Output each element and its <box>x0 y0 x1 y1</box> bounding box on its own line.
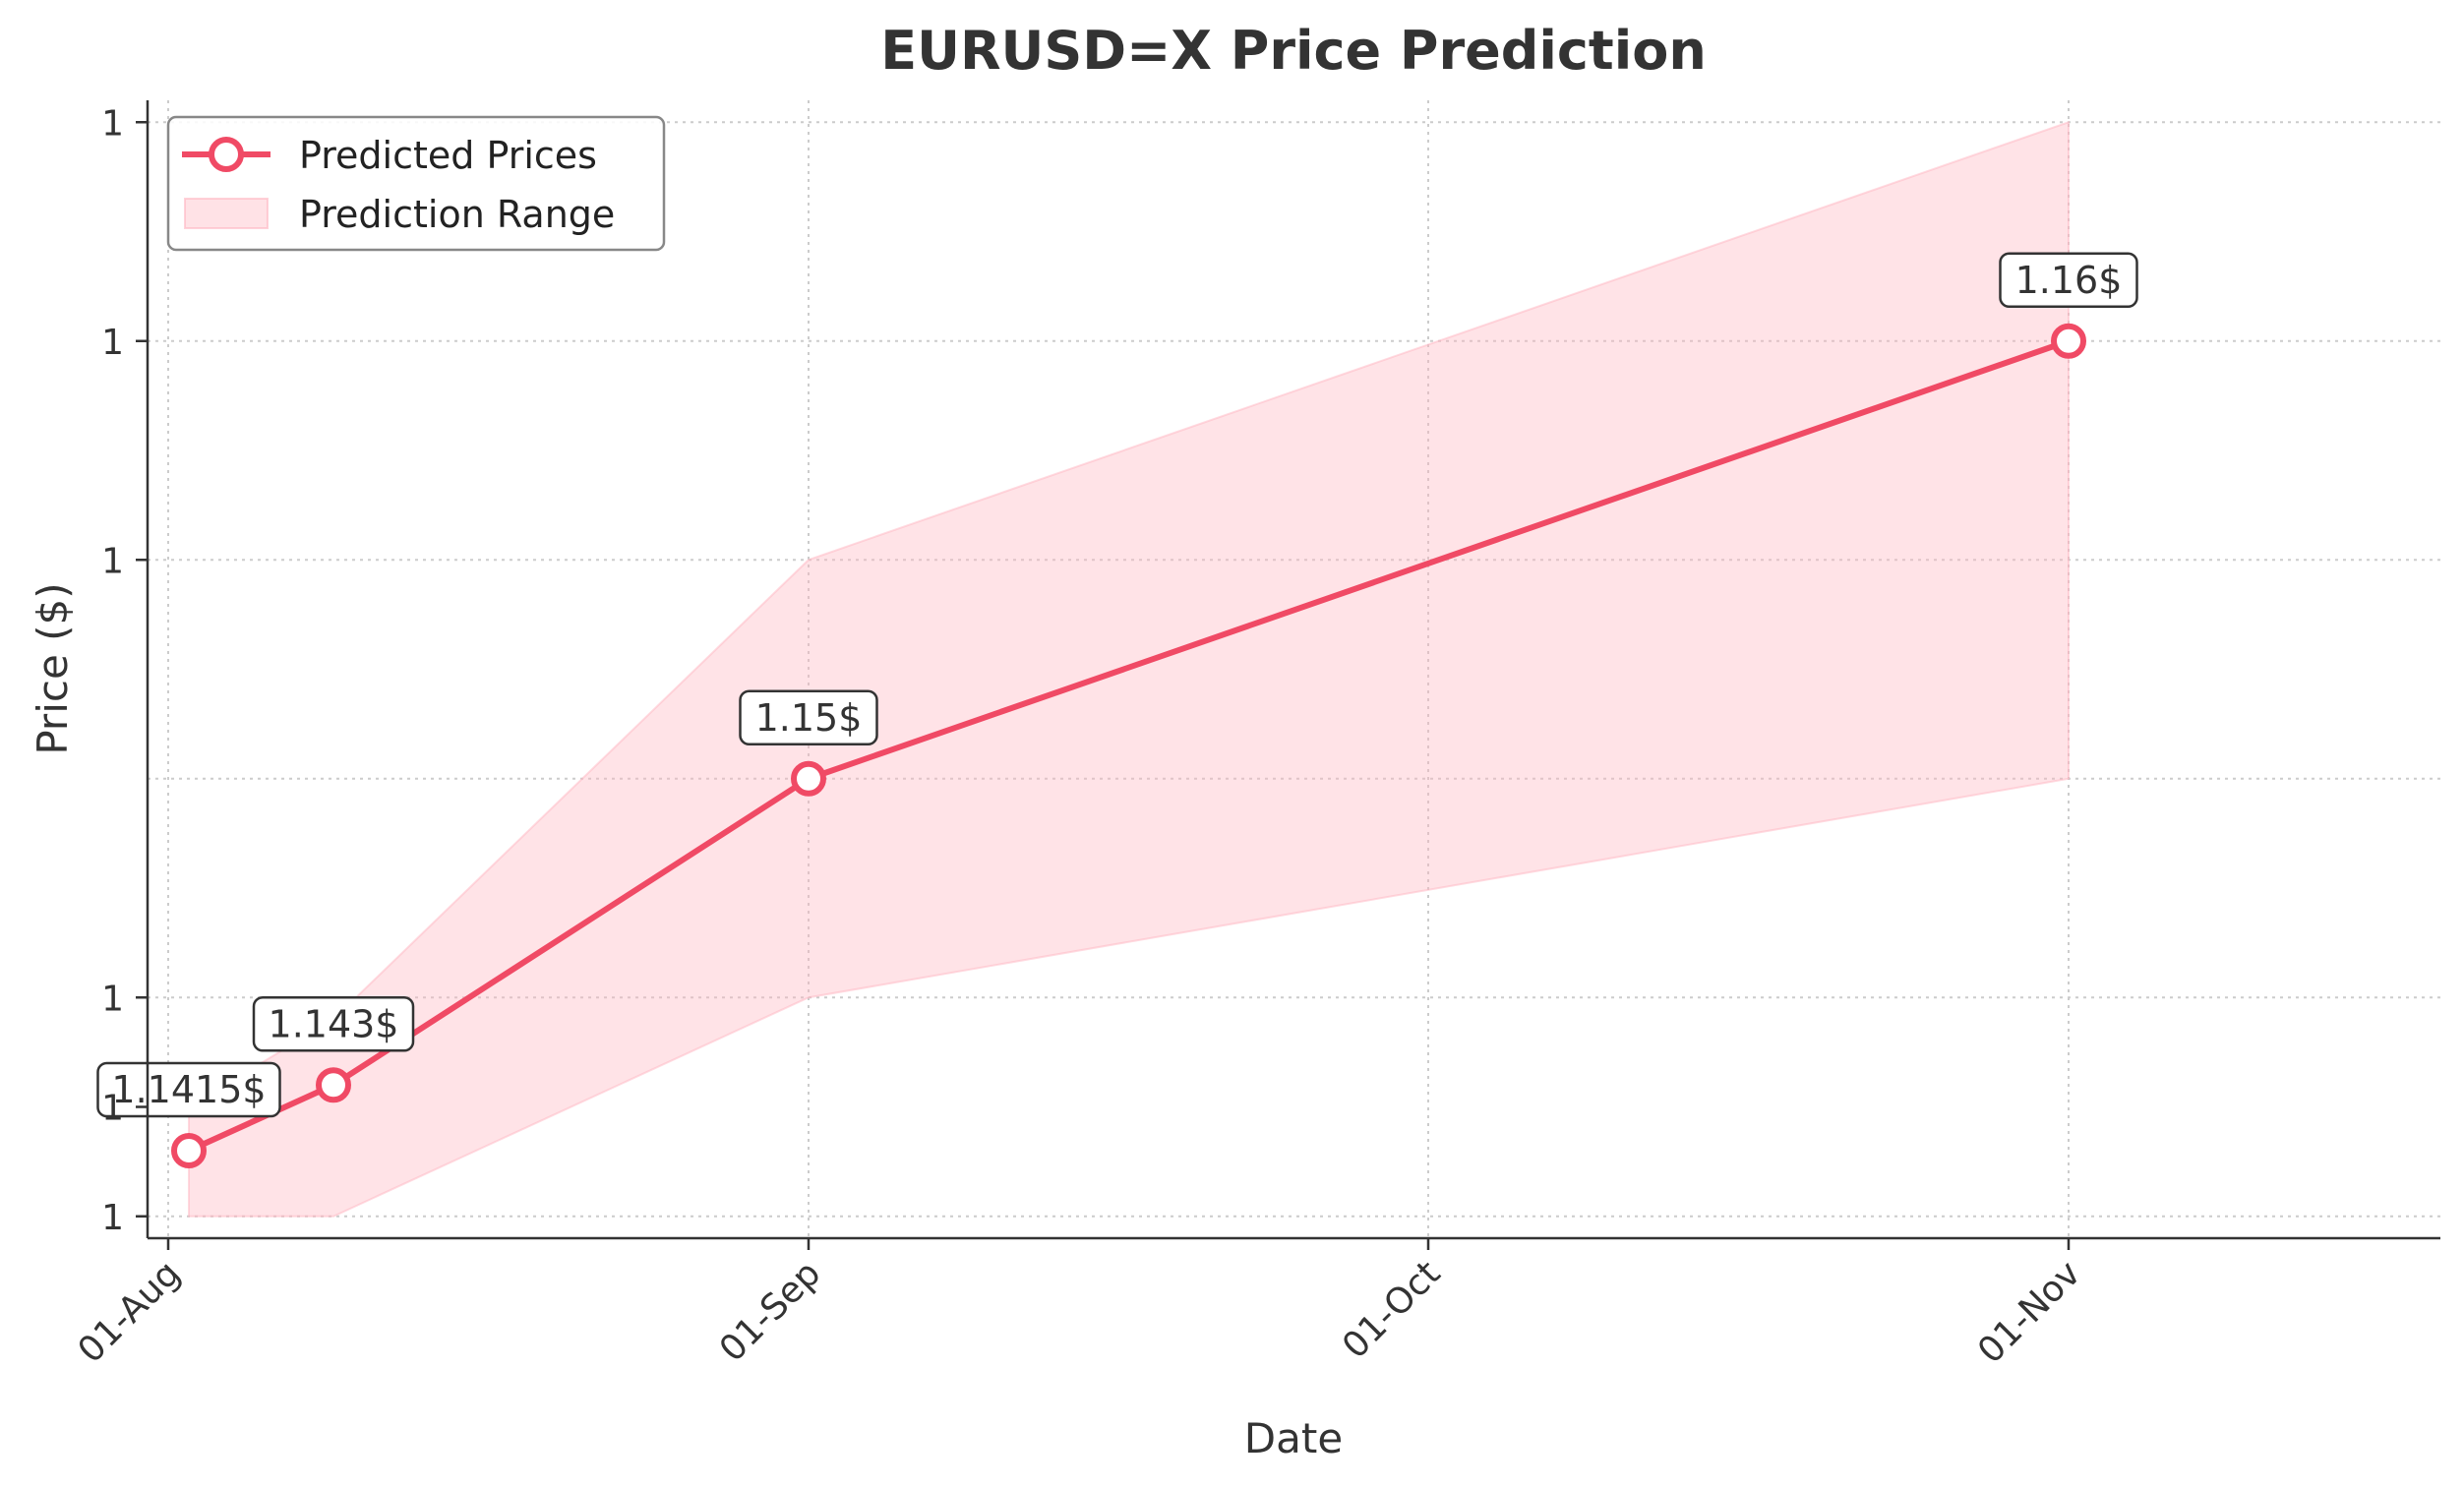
x-axis-label: Date <box>1244 1414 1343 1462</box>
legend-marker-swatch <box>209 137 244 172</box>
price-annotation-label: 1.143$ <box>269 1002 399 1045</box>
y-tick-label: 1 <box>101 541 124 581</box>
price-annotation-box <box>252 996 415 1052</box>
predicted-price-point <box>2051 323 2086 359</box>
predicted-prices-markers <box>171 323 2086 1168</box>
y-tick-label: 1 <box>101 979 124 1019</box>
y-tick-label: 1 <box>101 1089 124 1129</box>
price-annotations: 1.1415$1.143$ 1.15$ 1.16$ <box>96 252 2138 1118</box>
price-annotation-box <box>1999 252 2138 308</box>
y-tick-label: 1 <box>101 103 124 144</box>
price-annotation-box <box>96 1061 281 1118</box>
y-ticks: 1 1 1 1 1 1 <box>101 103 148 1238</box>
chart-title: EURUSD=X Price Prediction <box>880 20 1707 82</box>
price-annotation-label: 1.1415$ <box>111 1068 266 1111</box>
y-axis-label: Price ($) <box>29 582 77 754</box>
price-annotation-box <box>739 689 878 745</box>
price-annotation-label: 1.16$ <box>2015 259 2123 302</box>
legend-label-predicted: Predicted Prices <box>299 134 597 177</box>
predicted-price-point <box>316 1067 351 1103</box>
legend-band-swatch <box>184 198 269 229</box>
y-tick-label: 1 <box>101 1198 124 1238</box>
legend-label-range: Prediction Range <box>299 193 615 236</box>
legend-frame <box>166 115 666 252</box>
predicted-price-point <box>791 760 826 797</box>
predicted-price-point <box>171 1133 207 1168</box>
price-annotation-label: 1.15$ <box>755 696 863 740</box>
predicted-prices-line <box>187 337 2070 1154</box>
y-tick-label: 1 <box>101 323 124 363</box>
legend: Predicted Prices Prediction Range <box>166 115 666 252</box>
